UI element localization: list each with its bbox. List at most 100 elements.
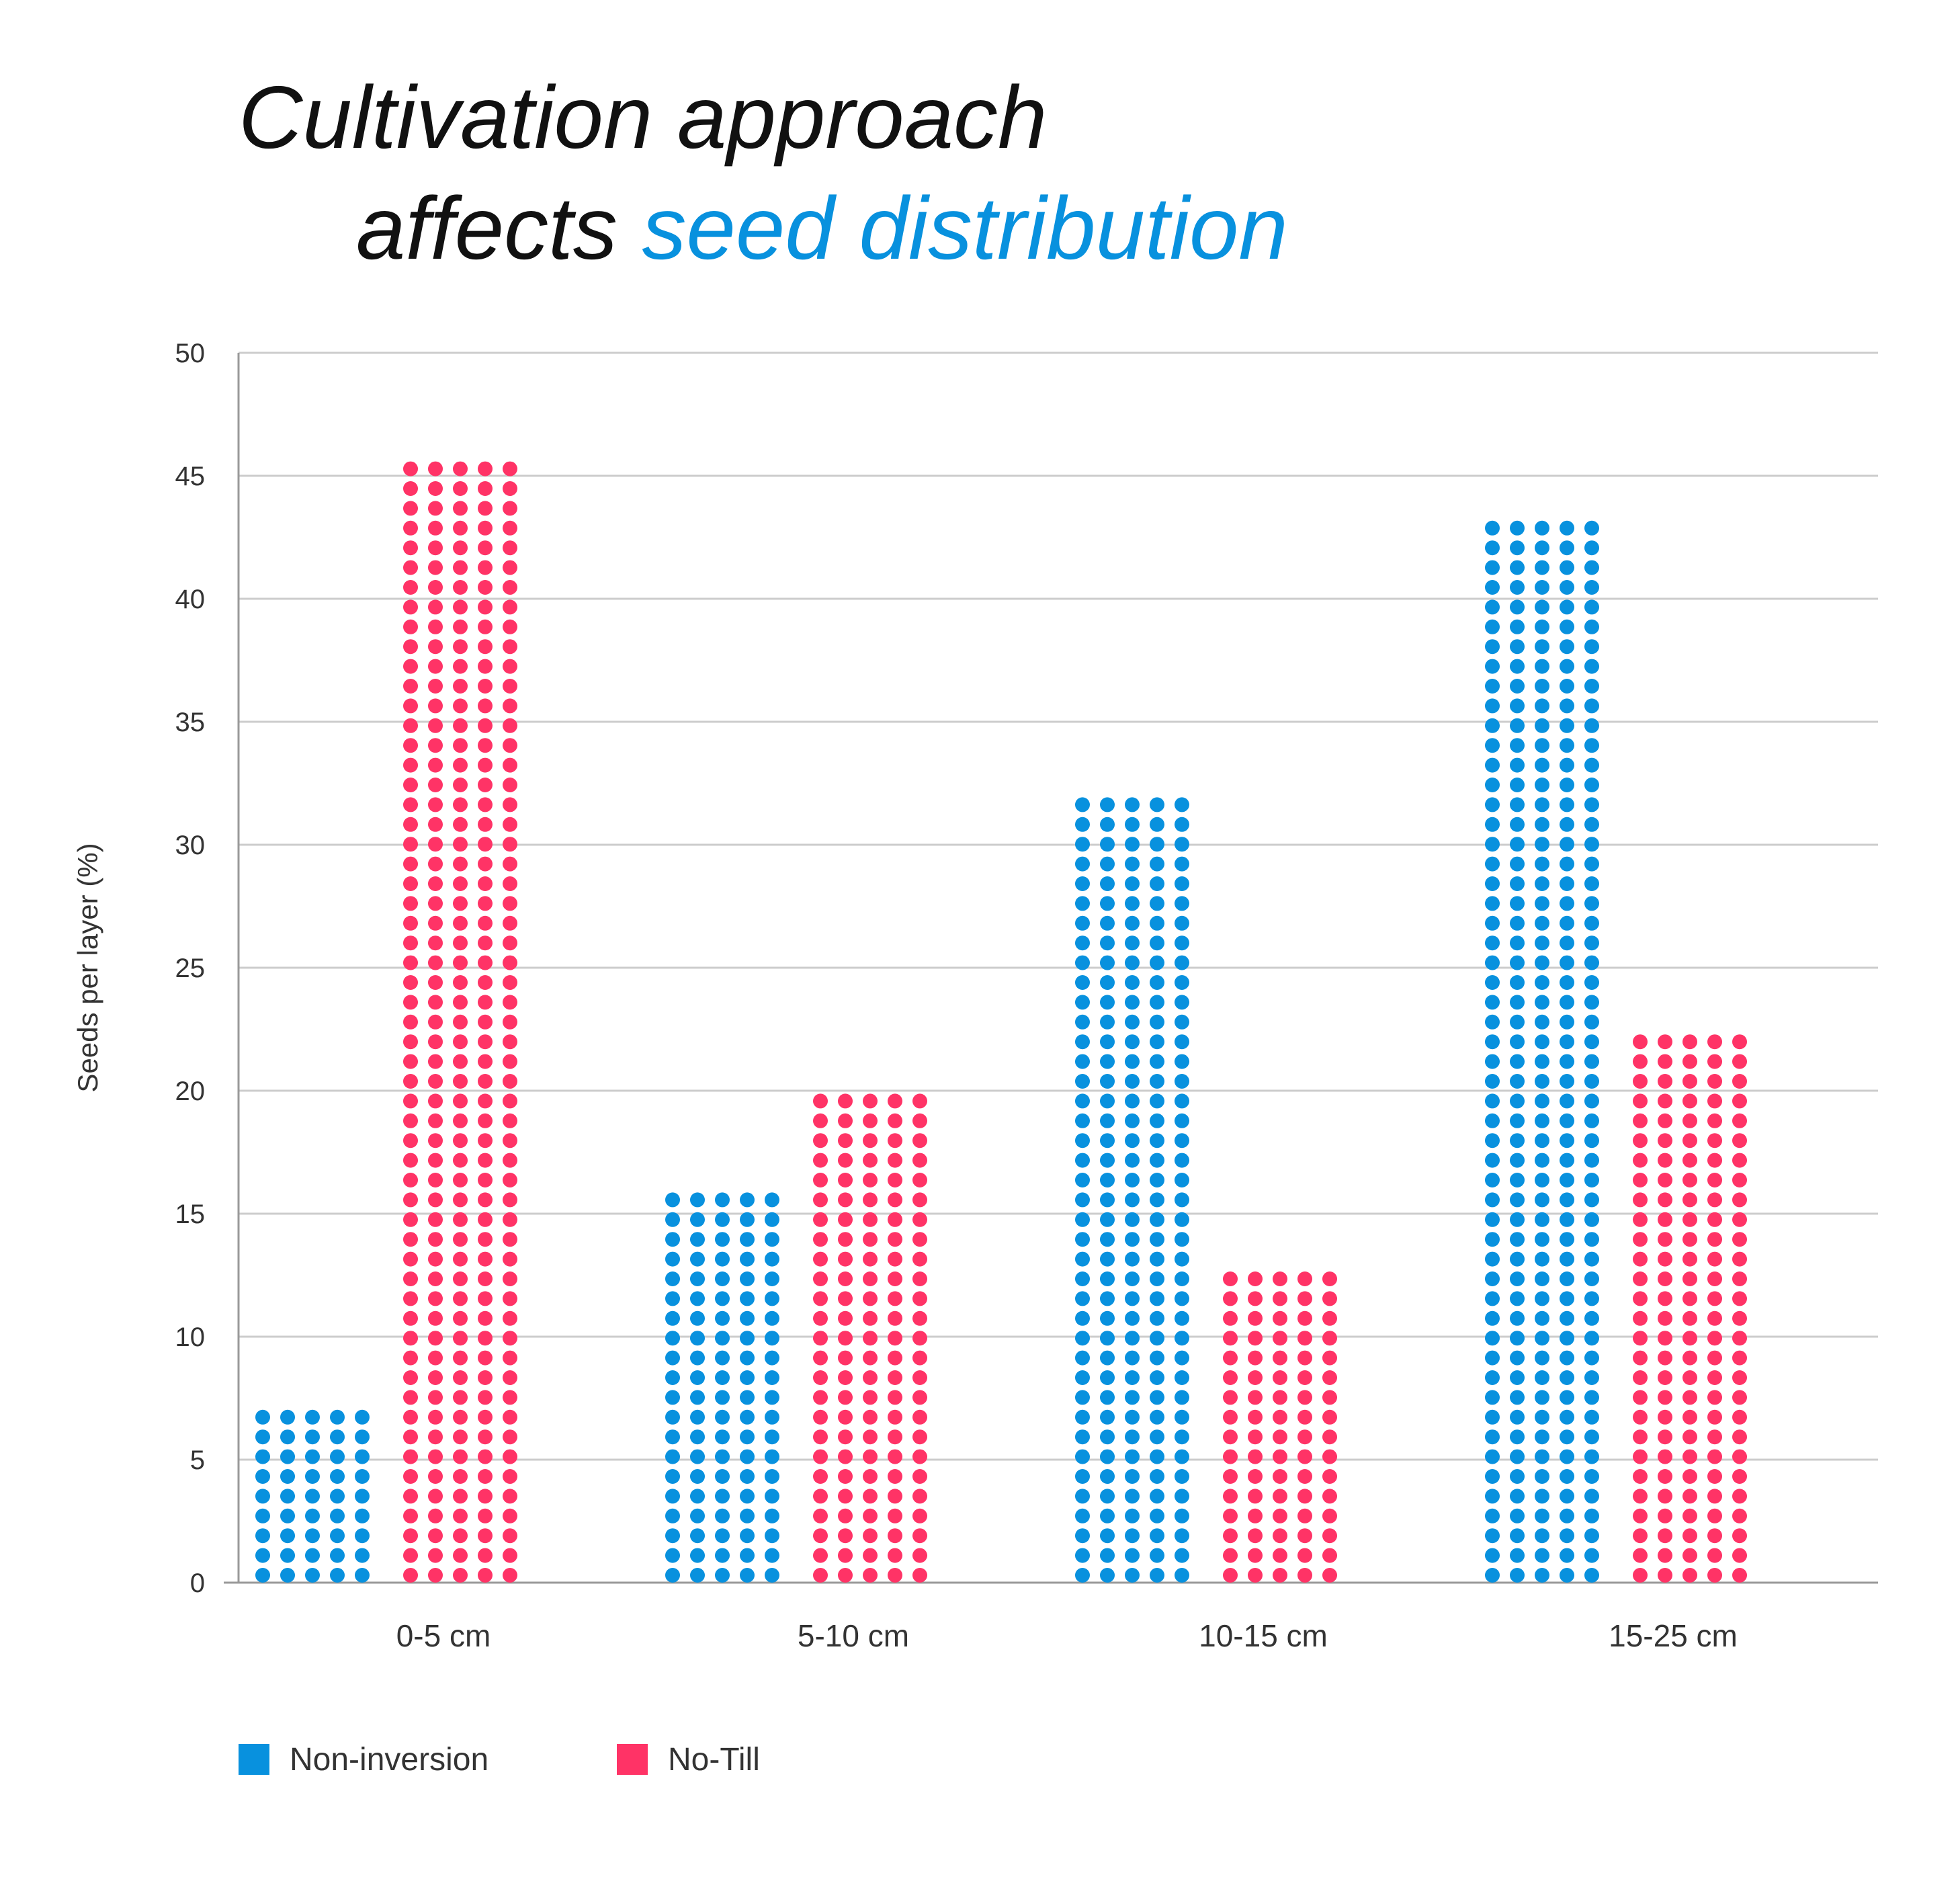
dot: [838, 1113, 853, 1128]
dot: [1322, 1390, 1337, 1405]
dot: [1510, 1232, 1525, 1247]
dot: [1633, 1528, 1648, 1544]
dot: [478, 995, 493, 1010]
dot: [1273, 1350, 1287, 1366]
dot: [1150, 797, 1164, 812]
dot: [1297, 1271, 1312, 1286]
dot: [863, 1370, 878, 1385]
dot: [503, 560, 517, 575]
dot: [453, 1528, 468, 1544]
dot: [478, 896, 493, 911]
dot: [453, 1054, 468, 1069]
dot: [690, 1350, 705, 1366]
dot: [1560, 856, 1574, 872]
dot: [478, 876, 493, 891]
dot: [740, 1390, 755, 1405]
dot: [1075, 1528, 1090, 1544]
dot: [403, 1449, 418, 1464]
dot: [1100, 876, 1115, 891]
dot: [1223, 1271, 1238, 1286]
dot: [453, 817, 468, 832]
dot: [1125, 1113, 1140, 1128]
dot: [403, 955, 418, 970]
dot: [1535, 679, 1549, 694]
axes: [224, 353, 1878, 1584]
dot: [428, 1212, 443, 1227]
dot: [1732, 1054, 1747, 1069]
dot: [1175, 955, 1189, 970]
dot: [863, 1429, 878, 1445]
dot: [453, 599, 468, 615]
dot: [1535, 1113, 1549, 1128]
dot: [478, 1528, 493, 1544]
dot: [1732, 1390, 1747, 1405]
dot: [665, 1528, 680, 1544]
dot: [478, 955, 493, 970]
dot: [1510, 1331, 1525, 1346]
dot: [1100, 1429, 1115, 1445]
dot: [1682, 1054, 1697, 1069]
dot: [765, 1370, 779, 1385]
dot: [403, 679, 418, 694]
dot: [1658, 1508, 1672, 1523]
dot: [912, 1449, 927, 1464]
dot: [428, 738, 443, 753]
dot: [912, 1568, 927, 1583]
dot: [478, 1390, 493, 1405]
dot: [503, 757, 517, 773]
dot: [1485, 797, 1500, 812]
dot: [428, 1568, 443, 1583]
dot: [1510, 520, 1525, 536]
dot: [765, 1528, 779, 1544]
dot: [1175, 1153, 1189, 1168]
dot: [690, 1548, 705, 1563]
dot: [255, 1489, 270, 1504]
dot: [280, 1469, 295, 1484]
dot: [1535, 540, 1549, 556]
dot: [1535, 1449, 1549, 1464]
dot: [428, 778, 443, 792]
dot: [1732, 1173, 1747, 1187]
dot: [1535, 1568, 1549, 1583]
dot: [403, 837, 418, 852]
dot: [403, 718, 418, 733]
dot: [1125, 1469, 1140, 1484]
dot: [428, 1331, 443, 1346]
dot: [1075, 1093, 1090, 1109]
dot: [1584, 1409, 1599, 1425]
dot: [503, 1548, 517, 1563]
dot: [1732, 1251, 1747, 1267]
dot: [428, 1153, 443, 1168]
dot: [813, 1331, 828, 1346]
dot: [453, 619, 468, 634]
dot: [403, 797, 418, 812]
dot: [1560, 580, 1574, 595]
dot: [1297, 1489, 1312, 1504]
dot: [1125, 1489, 1140, 1504]
dot: [330, 1469, 345, 1484]
dot: [1560, 1390, 1574, 1405]
dot: [1633, 1074, 1648, 1089]
dot: [403, 1469, 418, 1484]
dot: [428, 1409, 443, 1425]
dot: [1584, 778, 1599, 792]
dot: [765, 1232, 779, 1247]
dot: [715, 1251, 730, 1267]
dot: [838, 1568, 853, 1583]
dot: [1322, 1489, 1337, 1504]
dot: [740, 1310, 755, 1326]
dot: [912, 1232, 927, 1247]
dot: [1485, 955, 1500, 970]
dot: [1510, 995, 1525, 1010]
dot: [305, 1469, 320, 1484]
dot: [690, 1528, 705, 1544]
dot: [428, 560, 443, 575]
dot: [1150, 1390, 1164, 1405]
dot: [1560, 1173, 1574, 1187]
dot: [1075, 1034, 1090, 1050]
dot: [912, 1350, 927, 1366]
dot: [478, 1192, 493, 1208]
dot: [478, 1508, 493, 1523]
dot: [1707, 1528, 1722, 1544]
dot: [1125, 1093, 1140, 1109]
